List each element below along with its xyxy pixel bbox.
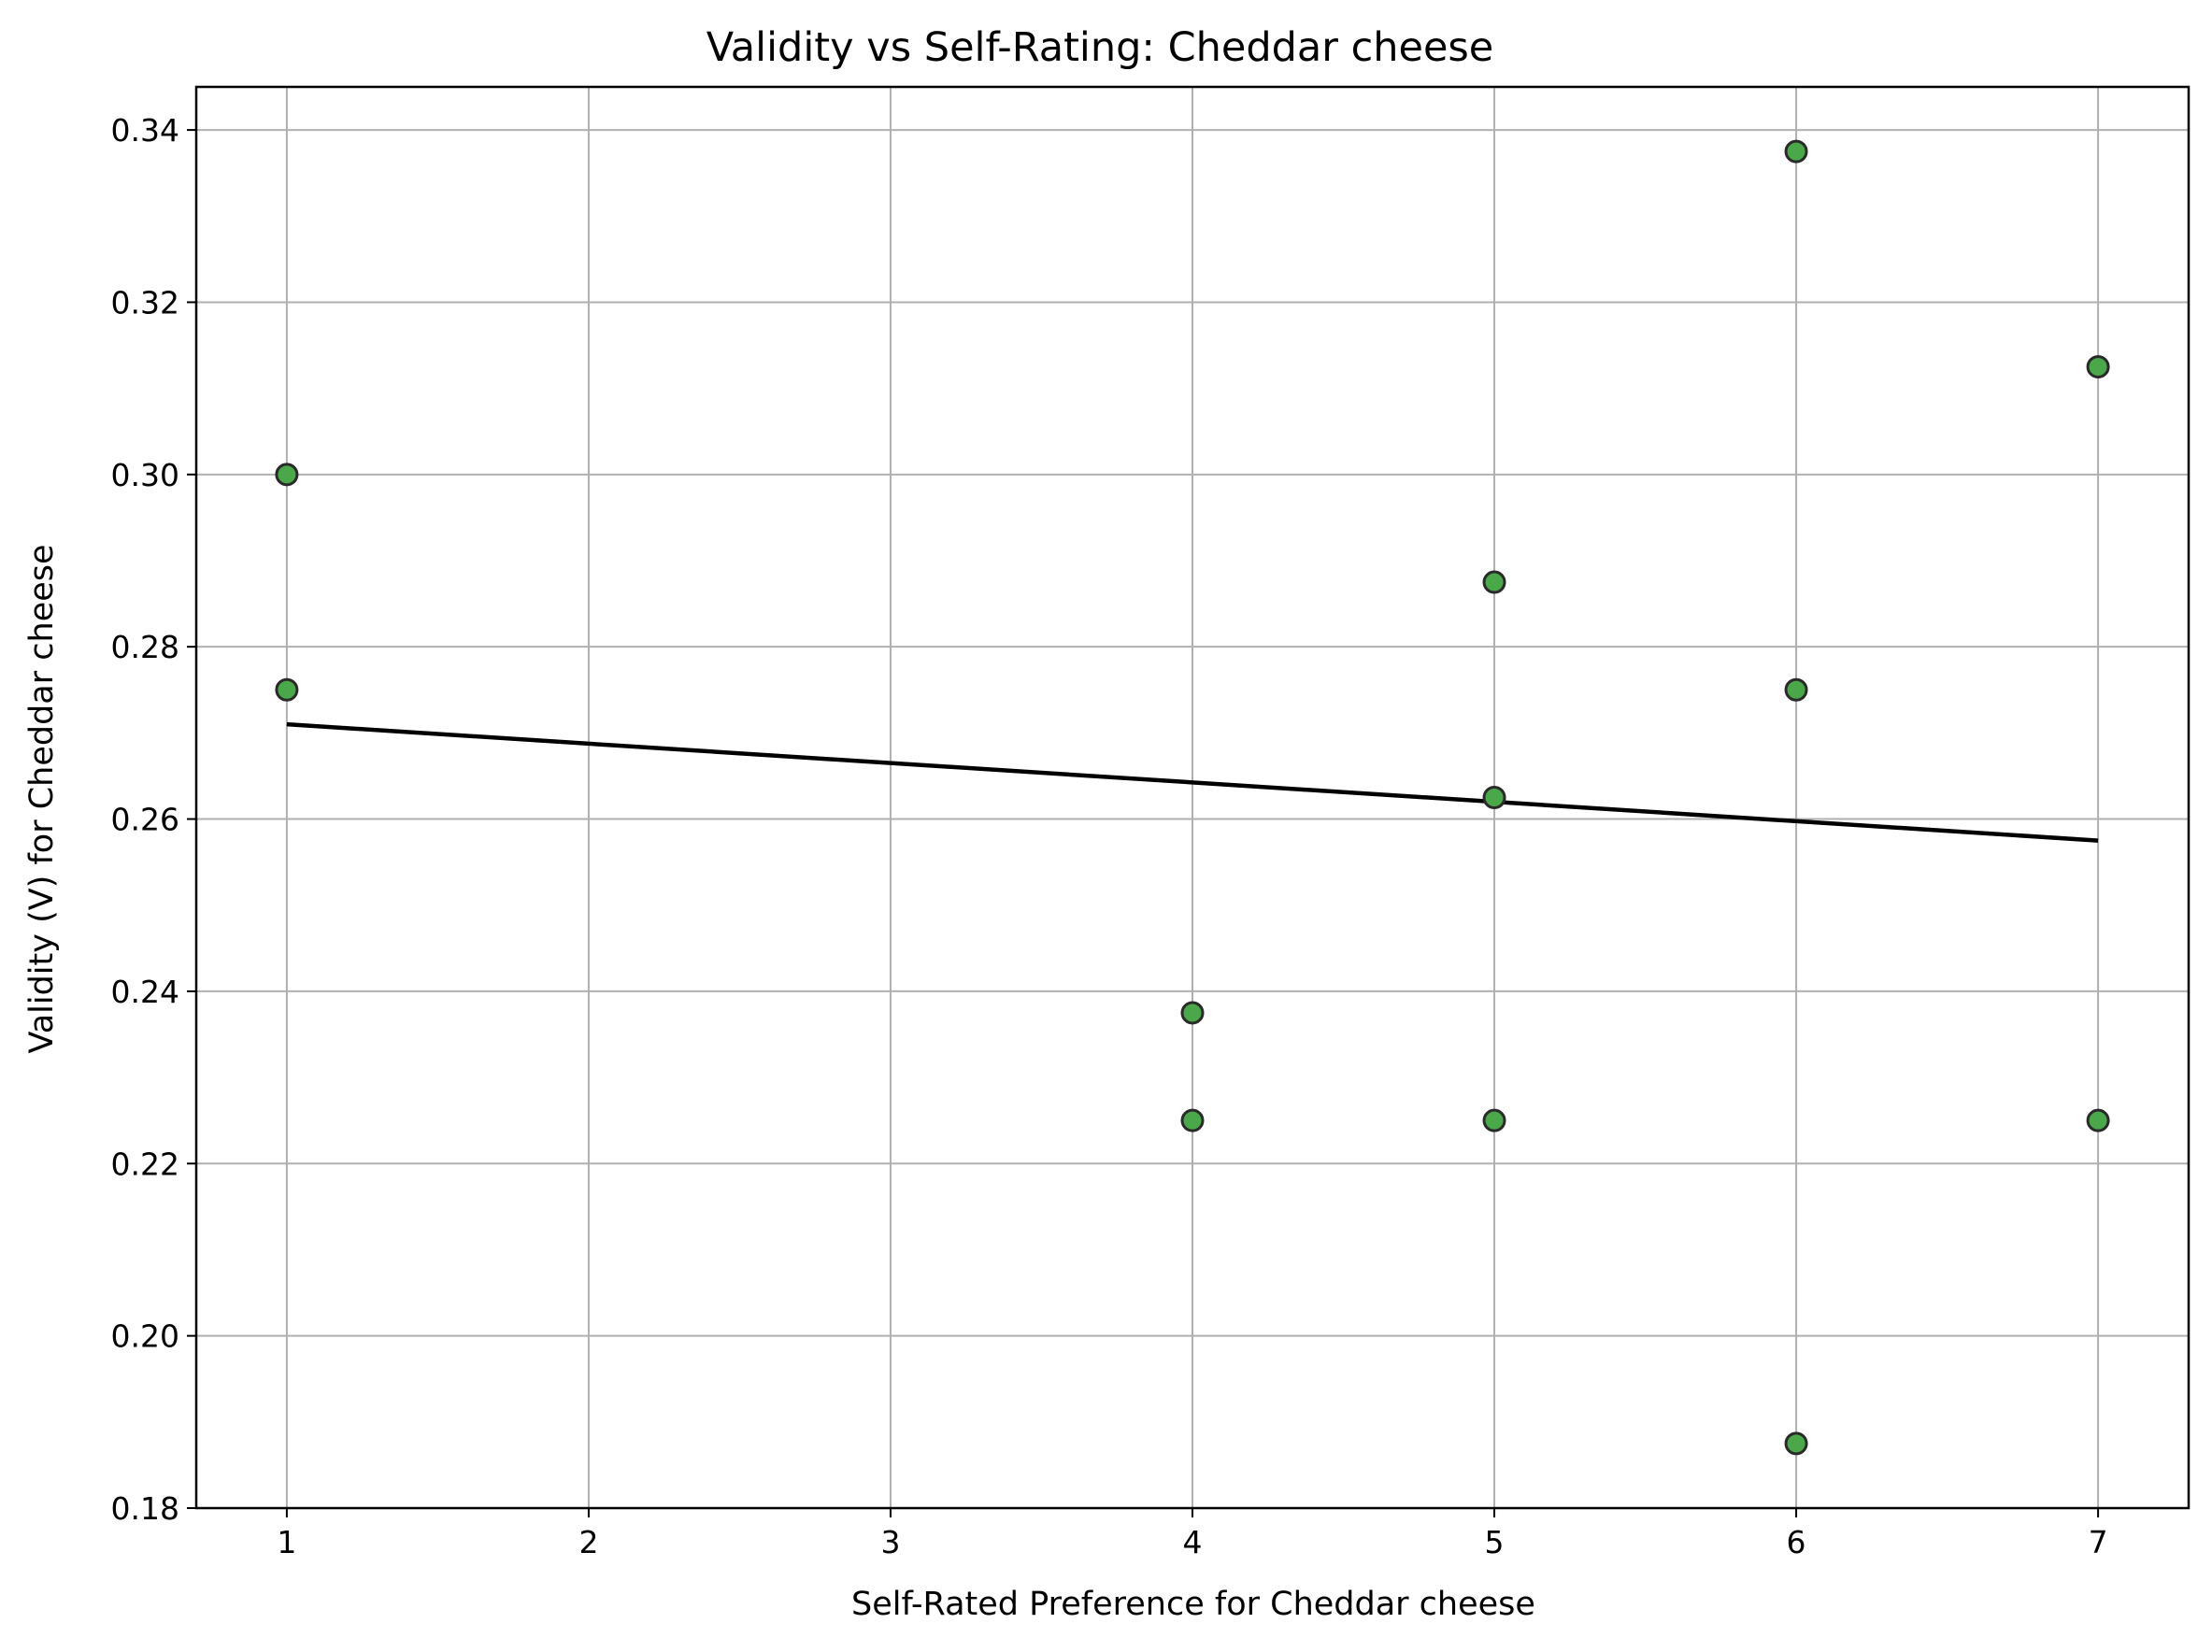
data-point	[2086, 355, 2110, 379]
x-axis-label: Self-Rated Preference for Cheddar cheese	[851, 1586, 1535, 1623]
y-tick-label: 0.26	[111, 802, 179, 838]
data-point	[1482, 786, 1506, 809]
data-point	[1784, 139, 1808, 164]
data-points	[275, 139, 2110, 1456]
x-tick-label: 4	[1183, 1524, 1203, 1560]
y-axis-label: Validity (V) for Cheddar cheese	[23, 544, 61, 1053]
x-tick-label: 7	[2089, 1524, 2108, 1560]
data-point	[1180, 1001, 1205, 1025]
x-tick-label: 3	[880, 1524, 900, 1560]
y-tick-label: 0.24	[111, 974, 179, 1010]
x-tick-label: 5	[1485, 1524, 1505, 1560]
y-tick-label: 0.34	[111, 112, 179, 149]
y-tick-label: 0.28	[111, 629, 179, 665]
y-axis-ticks: 0.18 0.20 0.22 0.24 0.26 0.28 0.30 0.32 0.34	[111, 112, 196, 1527]
y-tick-label: 0.30	[111, 457, 179, 493]
x-tick-label: 6	[1787, 1524, 1806, 1560]
data-point	[275, 677, 299, 702]
trendline-group	[286, 721, 2099, 843]
chart-title: Validity vs Self-Rating: Cheddar cheese	[706, 24, 1494, 71]
data-point	[275, 463, 299, 487]
grid-lines	[196, 87, 2189, 1509]
data-point	[1482, 570, 1506, 594]
y-tick-label: 0.18	[111, 1490, 179, 1527]
x-tick-label: 1	[277, 1524, 296, 1560]
y-tick-label: 0.32	[111, 284, 179, 320]
x-axis-ticks: 1 2 3 4 5 6 7	[277, 1508, 2108, 1560]
trendline	[286, 721, 2099, 843]
data-point	[1180, 1108, 1205, 1132]
x-tick-label: 2	[578, 1524, 598, 1560]
data-point	[2086, 1108, 2110, 1132]
data-point	[1482, 1108, 1506, 1132]
y-tick-label: 0.20	[111, 1318, 179, 1355]
data-point	[1784, 1431, 1808, 1456]
y-tick-label: 0.22	[111, 1146, 179, 1182]
data-point	[1784, 677, 1808, 702]
